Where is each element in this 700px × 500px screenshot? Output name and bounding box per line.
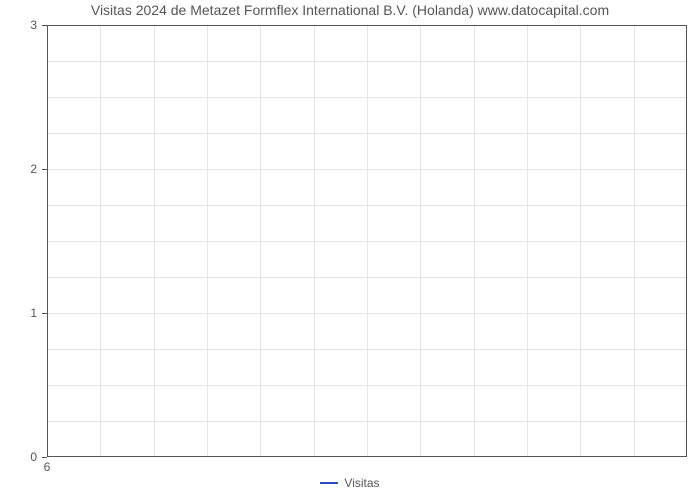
grid-line-v bbox=[367, 25, 368, 457]
grid-line-v bbox=[527, 25, 528, 457]
legend-label: Visitas bbox=[344, 476, 379, 490]
y-tick-label: 0 bbox=[0, 450, 37, 464]
chart-figure: Visitas 2024 de Metazet Formflex Interna… bbox=[0, 0, 700, 500]
y-tick-mark bbox=[42, 25, 47, 26]
grid-line-v bbox=[420, 25, 421, 457]
grid-line-v bbox=[100, 25, 101, 457]
y-tick-label: 3 bbox=[0, 18, 37, 32]
grid-line-v bbox=[260, 25, 261, 457]
grid-line-v bbox=[314, 25, 315, 457]
y-tick-label: 1 bbox=[0, 306, 37, 320]
y-tick-mark bbox=[42, 169, 47, 170]
chart-title: Visitas 2024 de Metazet Formflex Interna… bbox=[0, 2, 700, 18]
plot-border bbox=[47, 25, 48, 457]
plot-border bbox=[47, 456, 687, 457]
plot-border bbox=[47, 25, 687, 26]
legend-line bbox=[320, 482, 338, 484]
grid-line-v bbox=[580, 25, 581, 457]
y-tick-label: 2 bbox=[0, 162, 37, 176]
chart-legend: Visitas bbox=[0, 476, 700, 490]
grid-line-v bbox=[207, 25, 208, 457]
grid-line-v bbox=[634, 25, 635, 457]
grid-line-v bbox=[474, 25, 475, 457]
x-tick-label: 6 bbox=[44, 460, 51, 474]
y-tick-mark bbox=[42, 457, 47, 458]
grid-line-v bbox=[154, 25, 155, 457]
y-tick-mark bbox=[42, 313, 47, 314]
plot-area bbox=[47, 25, 687, 457]
plot-border bbox=[686, 25, 687, 457]
